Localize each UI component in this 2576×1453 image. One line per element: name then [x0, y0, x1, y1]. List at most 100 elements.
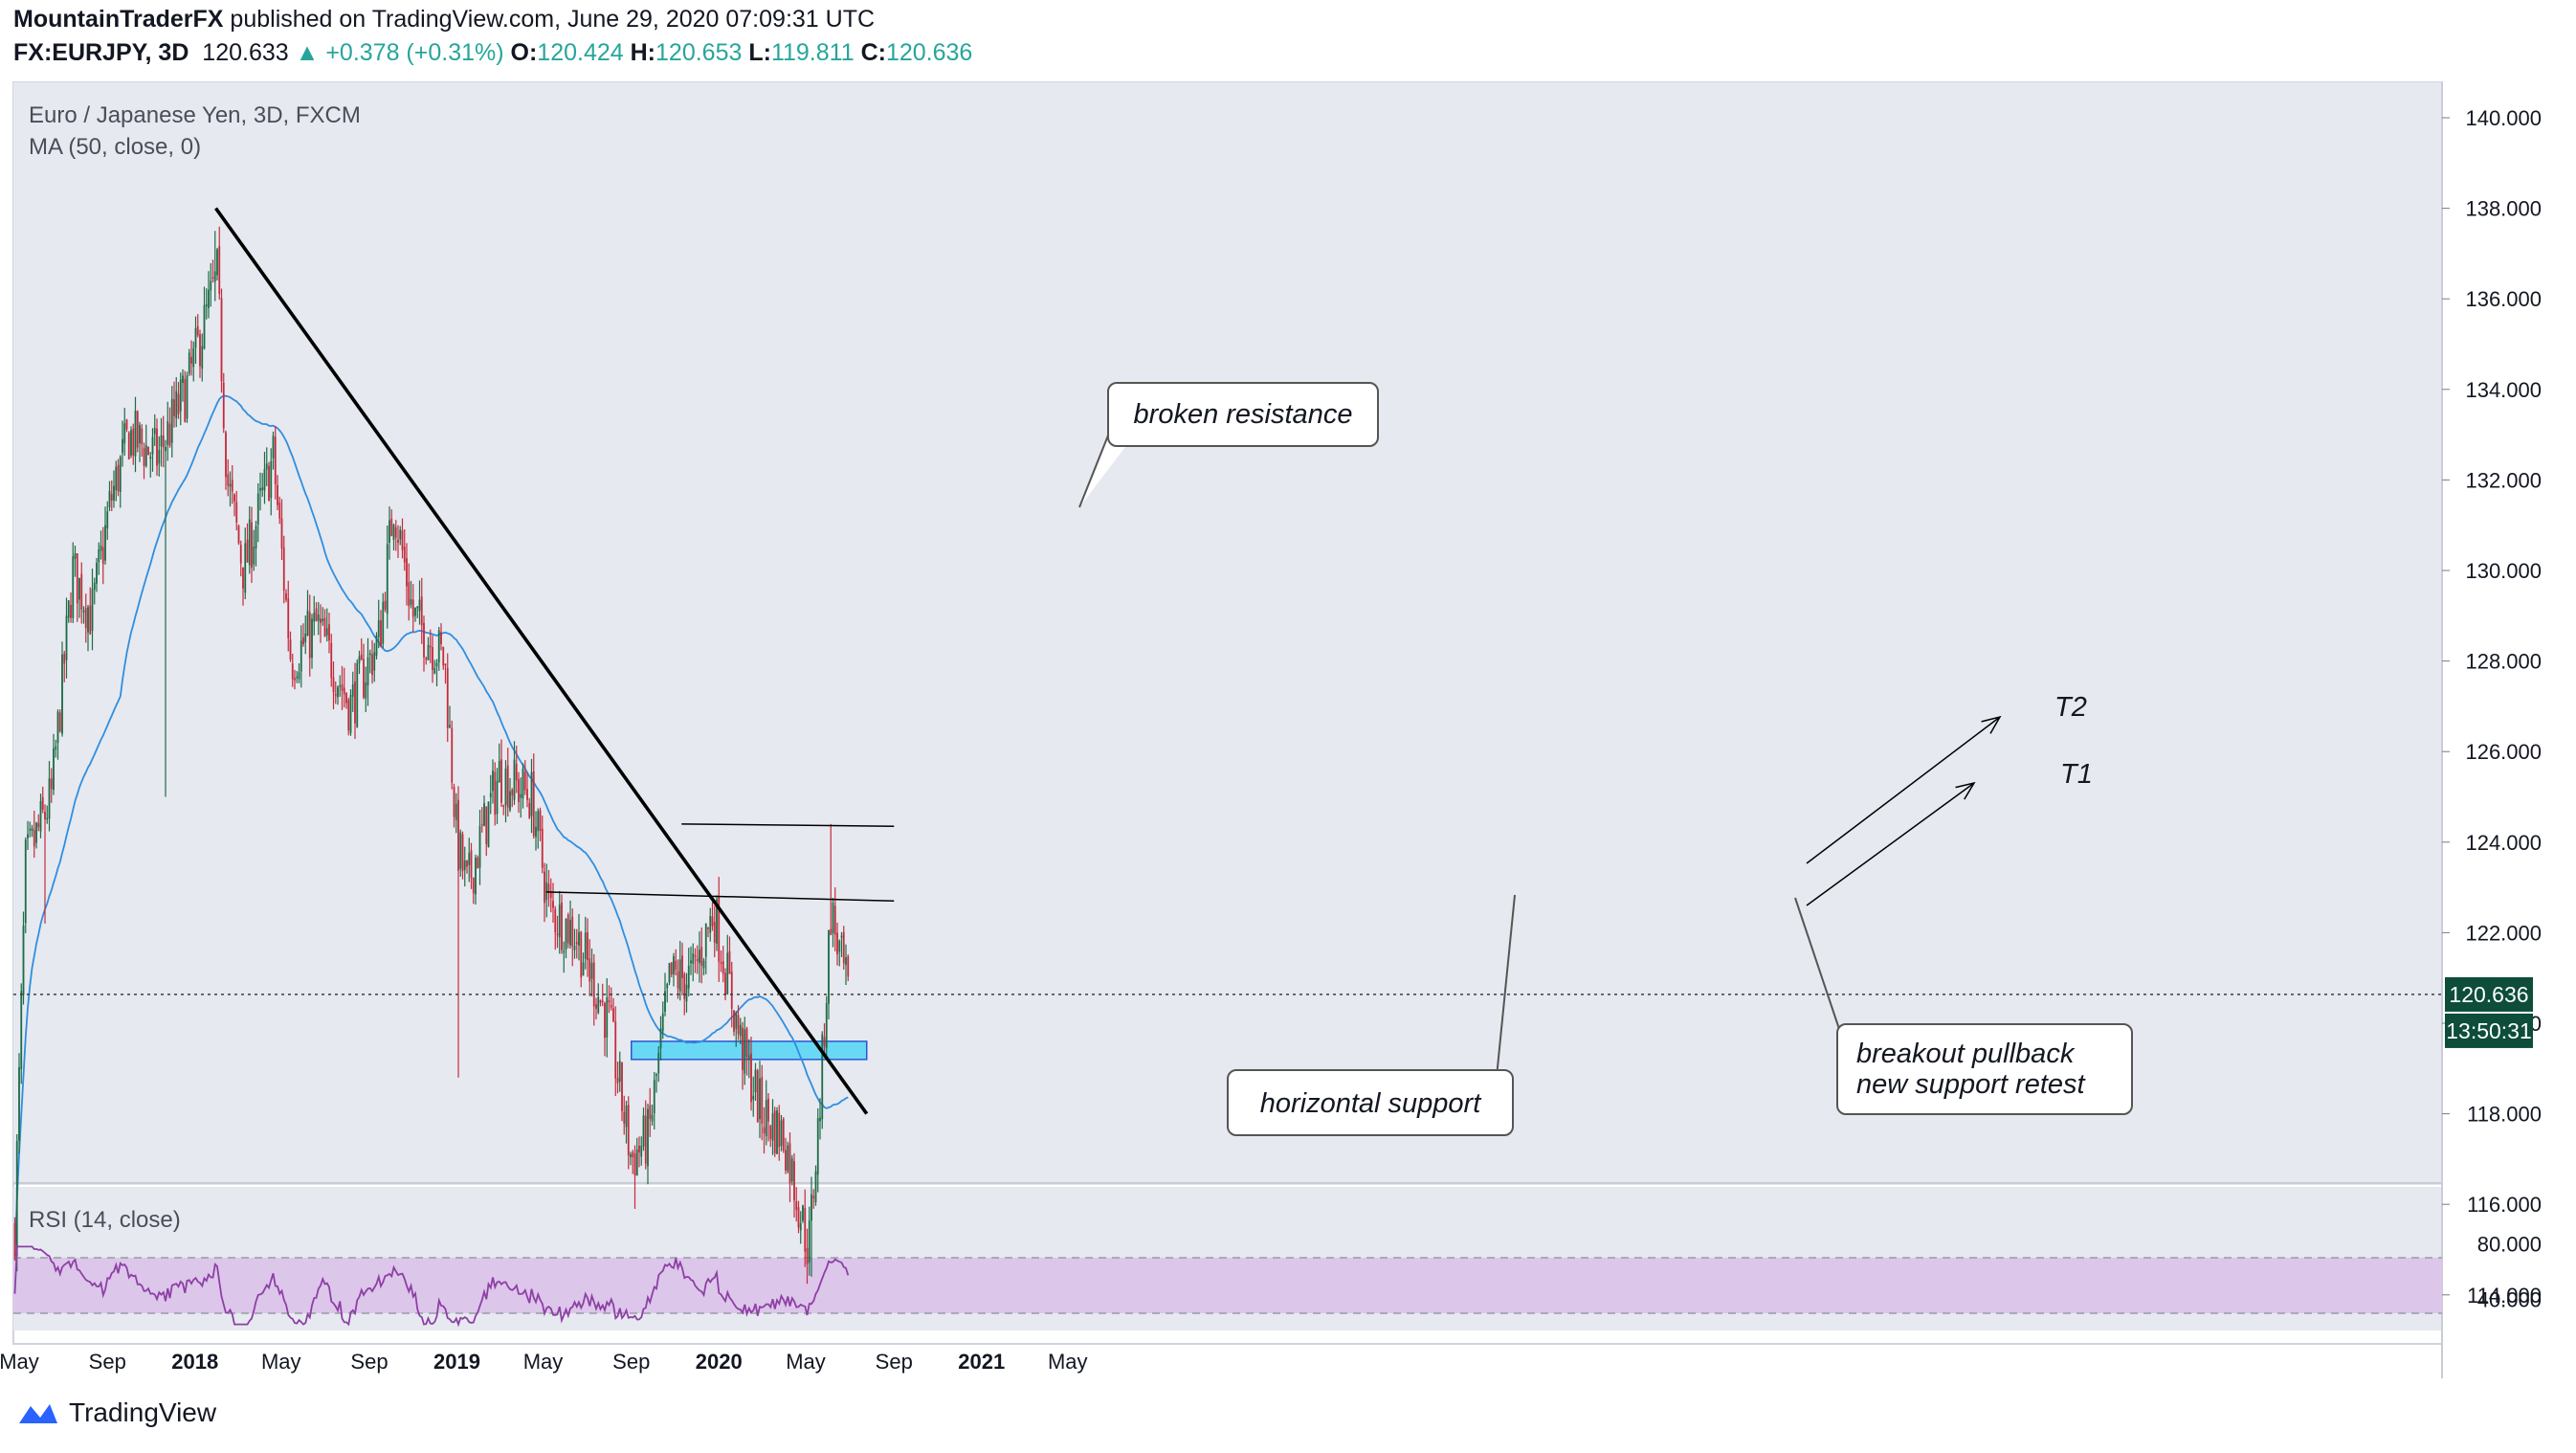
countdown-badge[interactable]: [2445, 1013, 2533, 1048]
candle-body-bull[interactable]: [179, 379, 182, 412]
candle-body-bear[interactable]: [526, 789, 528, 800]
candle-body-bull[interactable]: [160, 435, 163, 447]
candle-body-bull[interactable]: [108, 490, 111, 508]
candle-body-bull[interactable]: [263, 468, 266, 491]
candle-body-bull[interactable]: [802, 1205, 804, 1221]
candle-body-bear[interactable]: [733, 1010, 735, 1032]
candle-body-bear[interactable]: [511, 789, 514, 796]
candle-body-bull[interactable]: [272, 436, 275, 458]
candle-body-bear[interactable]: [633, 1153, 636, 1175]
candle-body-bull[interactable]: [115, 466, 118, 491]
candle-body-bear[interactable]: [769, 1126, 772, 1139]
candle-body-bear[interactable]: [494, 771, 497, 816]
candle-body-bear[interactable]: [707, 928, 709, 929]
candle-body-bull[interactable]: [91, 589, 94, 631]
candle-body-bear[interactable]: [80, 573, 83, 611]
candle-body-bull[interactable]: [229, 483, 232, 487]
time-tick-label[interactable]: Sep: [350, 1350, 388, 1374]
candle-body-bear[interactable]: [544, 871, 545, 904]
candle-body-bull[interactable]: [119, 457, 122, 492]
time-tick-label[interactable]: 2020: [696, 1350, 743, 1374]
candle-body-bull[interactable]: [270, 460, 273, 499]
candle-body-bear[interactable]: [147, 446, 149, 456]
candle-body-bull[interactable]: [563, 950, 566, 953]
candle-body-bull[interactable]: [18, 1066, 20, 1141]
candle-body-bear[interactable]: [302, 637, 304, 645]
candle-body-bear[interactable]: [429, 645, 432, 648]
candle-body-bear[interactable]: [773, 1110, 776, 1153]
candle-body-bear[interactable]: [13, 1222, 16, 1257]
candle-body-bull[interactable]: [625, 1106, 628, 1128]
candle-body-bear[interactable]: [287, 598, 290, 638]
candle-body-bear[interactable]: [328, 624, 330, 641]
candle-body-bull[interactable]: [647, 1108, 649, 1167]
candle-body-bear[interactable]: [797, 1207, 800, 1228]
candle-body-bull[interactable]: [349, 694, 352, 733]
candle-body-bear[interactable]: [532, 771, 535, 837]
candle-body-bear[interactable]: [608, 999, 611, 1003]
candle-body-bear[interactable]: [592, 962, 595, 1007]
candle-body-bull[interactable]: [48, 778, 51, 819]
candle-body-bear[interactable]: [518, 779, 520, 803]
candle-body-bear[interactable]: [761, 1077, 764, 1124]
candle-body-bull[interactable]: [747, 1055, 750, 1060]
candle-body-bear[interactable]: [604, 1002, 606, 1039]
candle-body-bear[interactable]: [63, 653, 66, 664]
time-tick-label[interactable]: May: [0, 1350, 39, 1374]
candle-body-bull[interactable]: [298, 672, 300, 680]
candle-body-bear[interactable]: [41, 796, 44, 811]
candle-body-bear[interactable]: [681, 955, 683, 978]
candle-body-bull[interactable]: [709, 916, 712, 933]
candle-body-bull[interactable]: [356, 662, 359, 727]
candle-body-bear[interactable]: [627, 1105, 630, 1156]
candle-body-bull[interactable]: [726, 952, 729, 995]
candle-body-bear[interactable]: [587, 931, 588, 961]
candle-body-bull[interactable]: [814, 1171, 817, 1202]
candle-body-bear[interactable]: [446, 667, 449, 728]
candle-body-bull[interactable]: [106, 511, 109, 529]
candle-body-bull[interactable]: [253, 547, 255, 565]
price-tick-label[interactable]: 132.000: [2465, 468, 2542, 492]
price-tick-label[interactable]: 124.000: [2465, 831, 2542, 855]
candle-body-bear[interactable]: [190, 356, 192, 364]
candle-body-bull[interactable]: [690, 960, 692, 964]
candle-body-bull[interactable]: [520, 794, 522, 798]
candle-body-bull[interactable]: [478, 826, 481, 868]
candle-body-bull[interactable]: [702, 960, 705, 969]
candle-body-bear[interactable]: [644, 1115, 647, 1164]
candle-body-bear[interactable]: [599, 1000, 602, 1003]
price-tick-label[interactable]: 130.000: [2465, 559, 2542, 583]
candle-body-bull[interactable]: [664, 991, 666, 1013]
candle-body-bull[interactable]: [149, 457, 152, 459]
candle-body-bear[interactable]: [218, 246, 221, 295]
candle-body-bear[interactable]: [793, 1161, 795, 1201]
candle-body-bear[interactable]: [571, 916, 574, 947]
candle-body-bull[interactable]: [816, 1118, 819, 1175]
candle-body-bear[interactable]: [440, 632, 442, 644]
candle-body-bull[interactable]: [165, 446, 167, 452]
candle-body-bull[interactable]: [351, 683, 354, 697]
candle-body-bull[interactable]: [216, 249, 218, 276]
candle-body-bear[interactable]: [33, 829, 35, 847]
candle-body-bear[interactable]: [575, 942, 578, 945]
candle-body-bear[interactable]: [117, 464, 120, 492]
candle-body-bull[interactable]: [716, 899, 718, 944]
candle-body-bull[interactable]: [582, 962, 585, 976]
candle-body-bear[interactable]: [401, 530, 404, 550]
time-tick-label[interactable]: Sep: [89, 1350, 126, 1374]
candle-body-bull[interactable]: [53, 748, 55, 791]
candle-body-bear[interactable]: [343, 687, 345, 695]
candle-body-bear[interactable]: [390, 518, 393, 537]
candle-body-bear[interactable]: [403, 547, 406, 563]
candle-body-bear[interactable]: [143, 448, 145, 466]
candle-body-bull[interactable]: [606, 997, 609, 1038]
time-tick-label[interactable]: 2019: [433, 1350, 480, 1374]
candle-body-bull[interactable]: [31, 827, 33, 831]
candle-body-bull[interactable]: [366, 657, 369, 686]
candle-body-bull[interactable]: [382, 601, 385, 644]
candle-body-bear[interactable]: [225, 432, 227, 478]
candle-body-bull[interactable]: [261, 487, 264, 491]
candle-body-bull[interactable]: [188, 352, 190, 374]
candle-body-bull[interactable]: [82, 610, 85, 613]
candle-body-bear[interactable]: [127, 433, 130, 459]
